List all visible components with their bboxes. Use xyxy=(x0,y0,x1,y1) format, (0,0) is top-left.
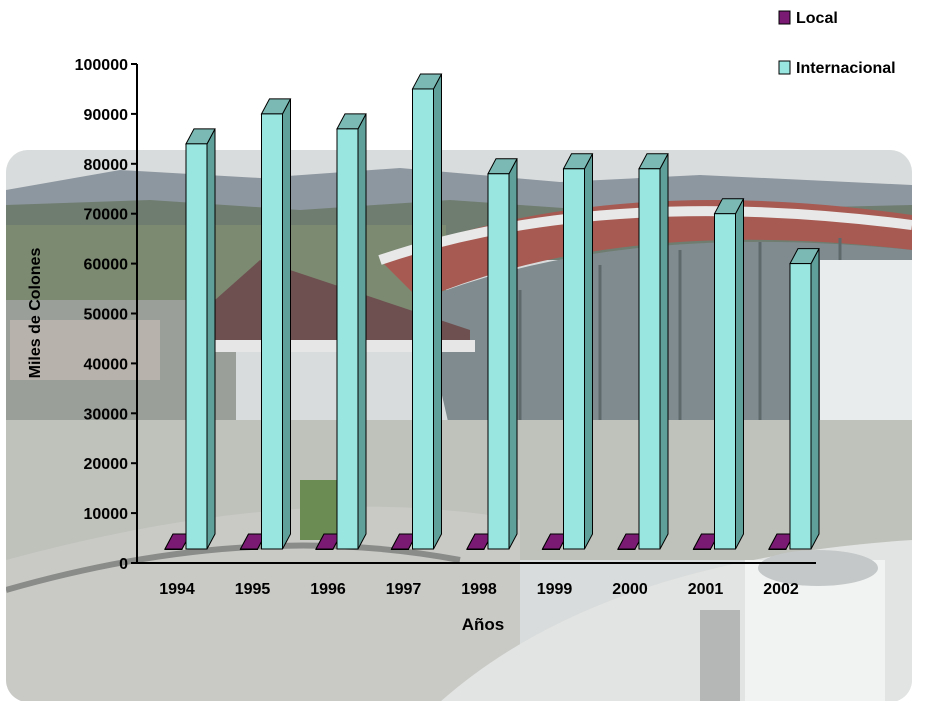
bar-internacional xyxy=(714,213,736,550)
y-tick-label: 80000 xyxy=(84,157,129,174)
x-tick-label: 1995 xyxy=(235,581,271,598)
y-tick-label: 0 xyxy=(119,556,128,573)
y-tick-label: 50000 xyxy=(84,307,129,324)
legend-label-local: Local xyxy=(796,10,838,27)
bars xyxy=(164,73,820,550)
bar-internacional xyxy=(412,88,434,550)
bar-internacional xyxy=(487,173,510,550)
bar-internacional xyxy=(563,168,585,550)
bar-internacional-side xyxy=(659,153,669,550)
y-tick-label: 90000 xyxy=(84,107,129,124)
bar-internacional-side xyxy=(282,98,291,550)
bar-internacional-side xyxy=(433,73,442,550)
x-tick-label: 1997 xyxy=(386,581,422,598)
legend-swatch-local xyxy=(778,10,791,25)
bar-internacional xyxy=(789,263,812,550)
y-tick-label: 60000 xyxy=(84,257,129,274)
x-tick-label: 2001 xyxy=(688,581,724,598)
legend: Local Internacional xyxy=(778,10,896,77)
y-tick-label: 10000 xyxy=(84,506,129,523)
x-tick-label: 2000 xyxy=(612,581,648,598)
axis-labels: 0 10000 20000 30000 40000 50000 60000 70000 8000… xyxy=(75,57,799,598)
bar-internacional xyxy=(185,143,208,550)
x-tick-label: 2002 xyxy=(763,581,799,598)
legend-swatch-internacional xyxy=(778,60,791,75)
bar-internacional-side xyxy=(508,158,518,550)
y-tick-label: 100000 xyxy=(75,57,128,74)
y-axis-title: Miles de Colones xyxy=(27,248,44,379)
y-tick-label: 30000 xyxy=(84,406,129,423)
bar-internacional xyxy=(638,168,661,550)
axes xyxy=(131,63,816,564)
y-tick-label: 70000 xyxy=(84,207,129,224)
bar-internacional-side xyxy=(584,153,593,550)
bar-internacional-side xyxy=(810,248,820,550)
y-tick-label: 40000 xyxy=(84,356,129,373)
x-tick-label: 1998 xyxy=(461,581,497,598)
bar-internacional xyxy=(336,128,359,550)
bar-internacional xyxy=(261,113,283,550)
x-tick-label: 1999 xyxy=(537,581,573,598)
x-tick-label: 1994 xyxy=(159,581,195,598)
legend-label-internacional: Internacional xyxy=(796,60,896,77)
x-axis-title: Años xyxy=(462,615,505,634)
x-tick-label: 1996 xyxy=(310,581,346,598)
background-photo xyxy=(6,150,912,702)
y-tick-label: 20000 xyxy=(84,456,129,473)
bar-internacional-side xyxy=(357,113,367,550)
bar-internacional-side xyxy=(735,198,744,550)
bar-internacional-side xyxy=(206,128,216,550)
